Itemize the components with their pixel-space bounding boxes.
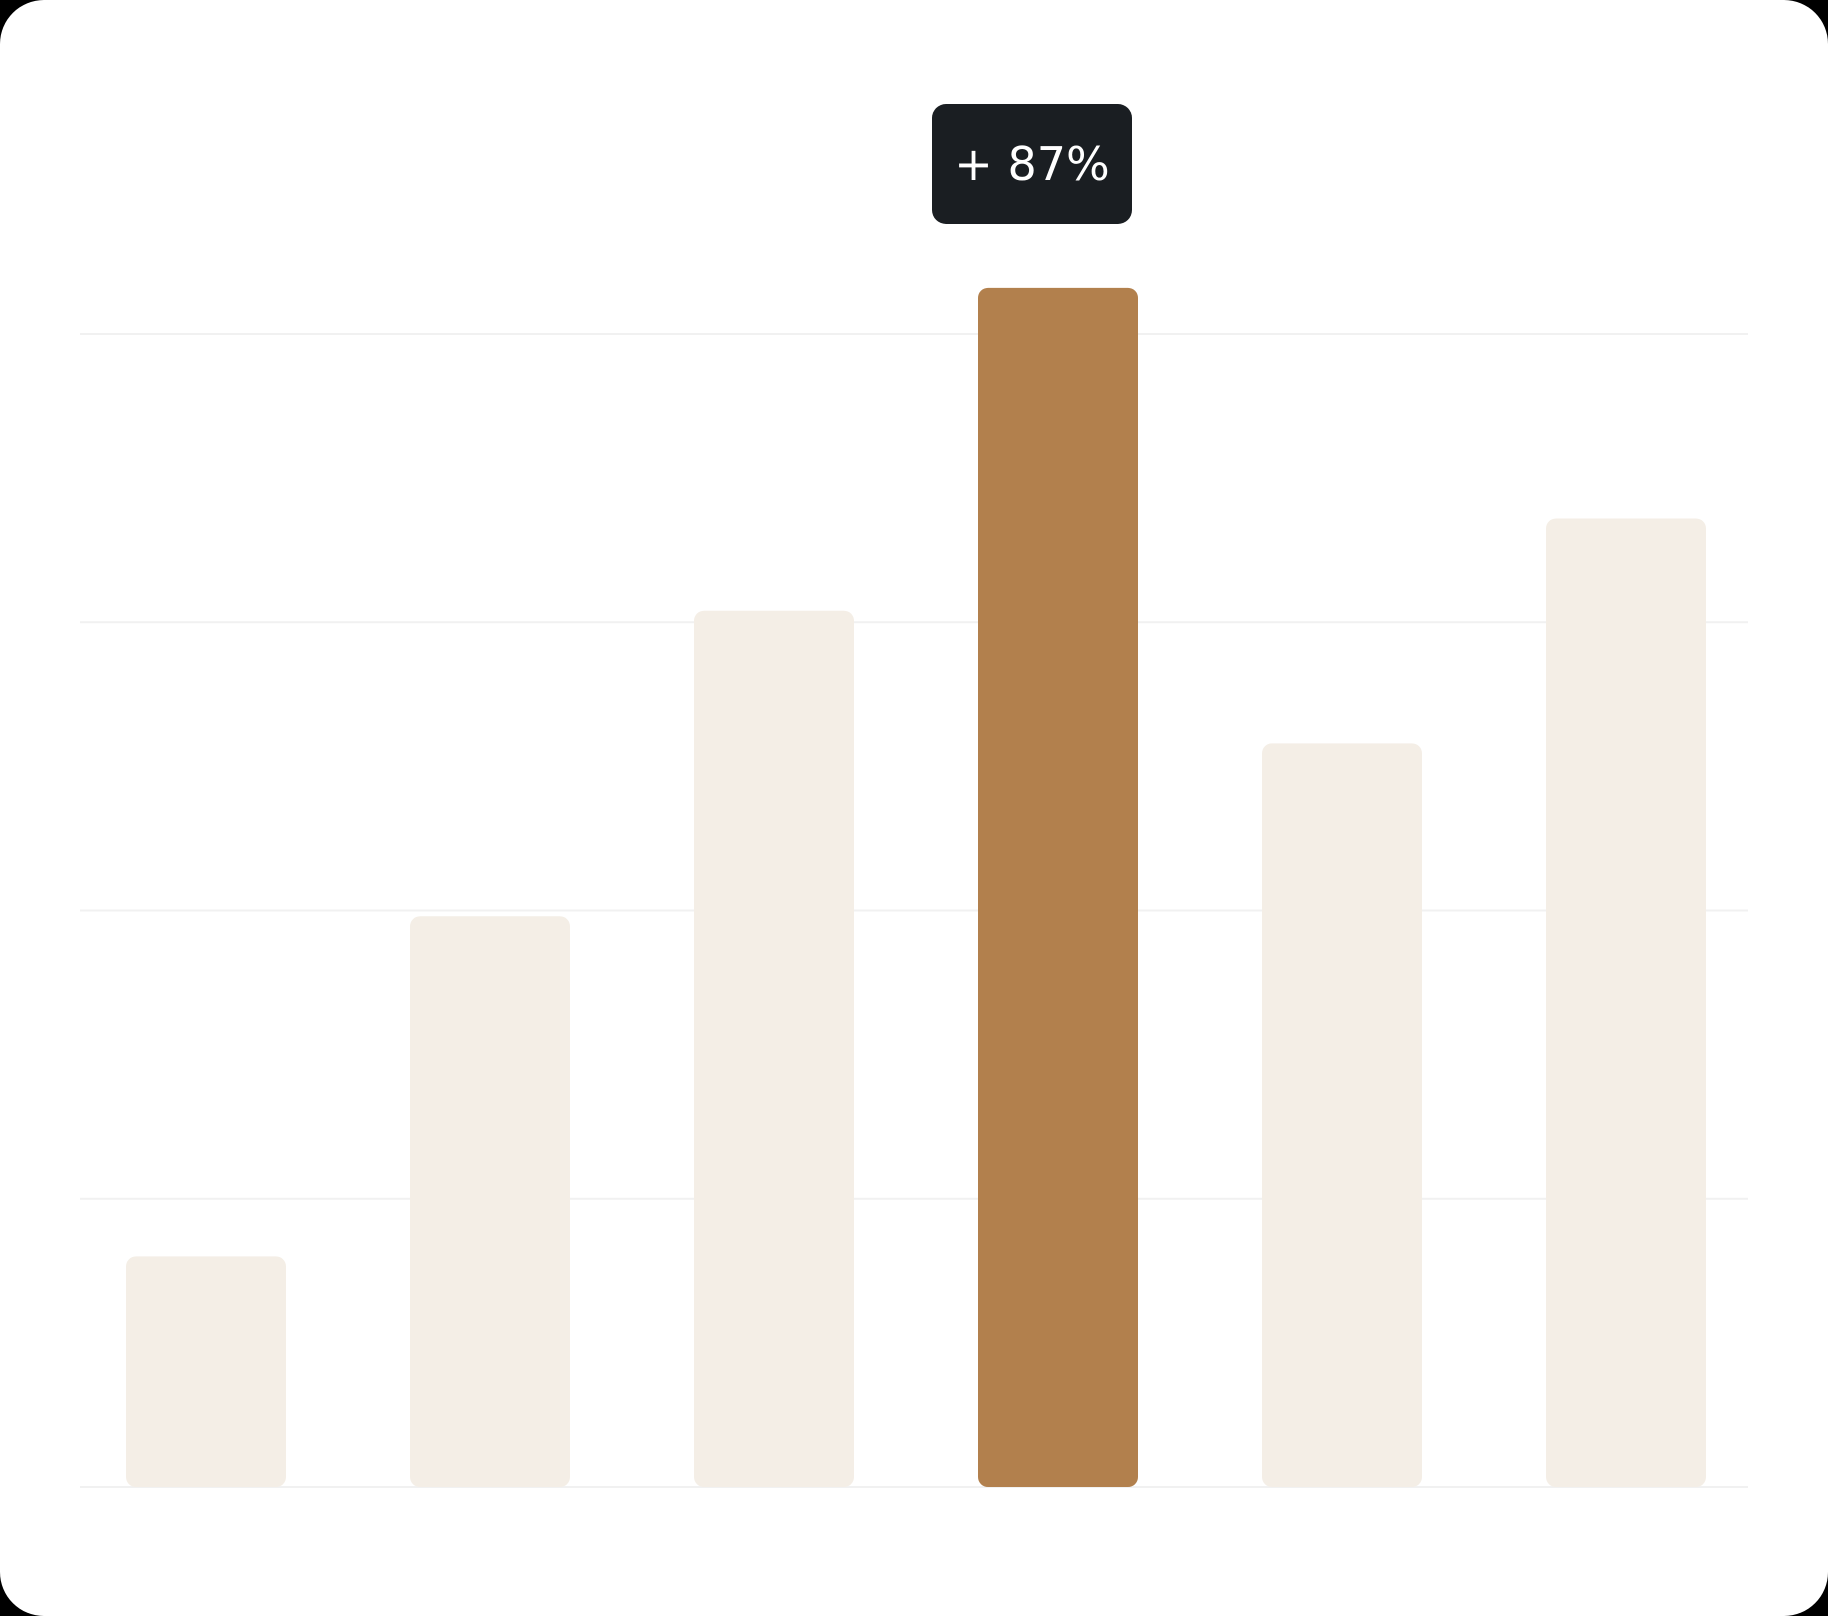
bar-5[interactable] [1262,743,1422,1487]
value-tooltip: + 87% [932,104,1132,224]
bars [126,287,1706,1487]
gridlines [80,333,1748,1488]
bar-4-highlighted[interactable] [978,287,1138,1487]
bar-1[interactable] [126,1256,286,1487]
bar-3[interactable] [694,610,854,1487]
tooltip-background [932,104,1132,224]
bar-6[interactable] [1546,518,1706,1487]
bar-2[interactable] [410,916,570,1487]
tooltip-label: + 87% [954,137,1109,191]
